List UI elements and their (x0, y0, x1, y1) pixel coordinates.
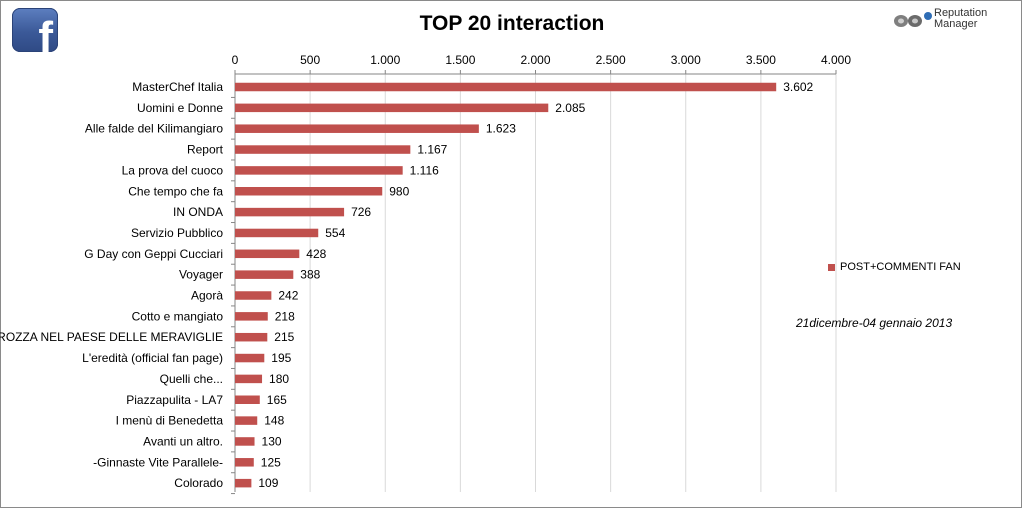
x-tick-label: 0 (232, 53, 239, 67)
data-label: 554 (325, 226, 345, 240)
date-range-note: 21dicembre-04 gennaio 2013 (796, 316, 953, 330)
legend-swatch (828, 263, 835, 271)
data-label: 1.623 (486, 122, 516, 136)
category-label: CROZZA NEL PAESE DELLE MERAVIGLIE (0, 330, 223, 344)
bar (235, 332, 268, 342)
bar (235, 437, 255, 446)
bar (235, 458, 254, 467)
legend-label: POST+COMMENTI FAN (840, 261, 961, 273)
data-label: 3.602 (783, 80, 813, 94)
category-label: -Ginnaste Vite Parallele- (93, 455, 223, 469)
data-label: 195 (271, 351, 291, 365)
bar (235, 395, 260, 404)
category-label: Uomini e Donne (137, 101, 223, 115)
x-tick-label: 1.000 (370, 53, 400, 67)
bar (235, 207, 345, 217)
category-label: Colorado (174, 476, 223, 490)
bar (235, 312, 268, 321)
category-label: Agorà (191, 289, 223, 303)
category-label: IN ONDA (173, 205, 223, 219)
data-label: 980 (389, 184, 409, 198)
data-label: 109 (258, 476, 278, 490)
facebook-icon: f (12, 8, 58, 52)
x-tick-label: 3.500 (746, 53, 776, 67)
x-tick-label: 3.000 (671, 53, 701, 67)
category-label: Cotto e mangiato (132, 309, 224, 323)
brand-line-2: Manager (934, 18, 978, 30)
data-label: 218 (275, 309, 295, 323)
category-label: I menù di Benedetta (116, 414, 224, 428)
reputation-manager-logo (894, 12, 932, 27)
bar (235, 291, 272, 300)
data-label: 428 (306, 247, 326, 261)
category-label: Report (187, 143, 224, 157)
bar (235, 187, 383, 196)
data-label: 1.167 (417, 143, 447, 157)
bar (235, 124, 479, 133)
data-label: 215 (274, 330, 294, 344)
bar (235, 478, 252, 488)
category-label: Voyager (179, 268, 223, 282)
x-tick-label: 2.000 (520, 53, 550, 67)
bar (235, 145, 411, 154)
data-label: 388 (300, 268, 320, 282)
category-label: Quelli che... (160, 372, 223, 386)
bar (235, 270, 294, 279)
data-label: 125 (261, 455, 281, 469)
data-label: 130 (262, 434, 282, 448)
category-label: G Day con Geppi Cucciari (84, 247, 223, 261)
category-label: Piazzapulita - LA7 (126, 393, 223, 407)
facebook-letter: f (38, 13, 53, 53)
data-label: 1.116 (410, 163, 439, 177)
bar (235, 103, 549, 113)
bar (235, 82, 777, 92)
bar (235, 374, 263, 384)
data-label: 2.085 (555, 101, 585, 115)
data-label: 148 (264, 414, 284, 428)
x-tick-label: 500 (300, 53, 320, 67)
x-tick-label: 1.500 (445, 53, 475, 67)
legend: POST+COMMENTI FAN (828, 261, 961, 273)
data-label: 242 (278, 289, 298, 303)
data-label: 165 (267, 393, 287, 407)
category-label: L'eredità (official fan page) (82, 351, 223, 365)
category-label: Alle falde del Kilimangiaro (85, 122, 223, 136)
chart-title: TOP 20 interaction (419, 12, 605, 35)
bar (235, 353, 265, 363)
x-tick-label: 2.500 (596, 53, 626, 67)
category-label: MasterChef Italia (132, 80, 223, 94)
bar (235, 416, 258, 425)
bar (235, 228, 319, 238)
data-label: 180 (269, 372, 289, 386)
bar (235, 249, 300, 259)
category-label: La prova del cuoco (122, 163, 224, 177)
category-label: Avanti un altro. (143, 434, 223, 448)
reputation-manager-text: Reputation Manager (934, 8, 987, 30)
brand-line-1: Reputation (934, 7, 988, 19)
data-label: 726 (351, 205, 371, 219)
category-label: Servizio Pubblico (131, 226, 223, 240)
x-tick-label: 4.000 (821, 53, 851, 67)
category-label: Che tempo che fa (128, 184, 223, 198)
bar (235, 166, 403, 175)
